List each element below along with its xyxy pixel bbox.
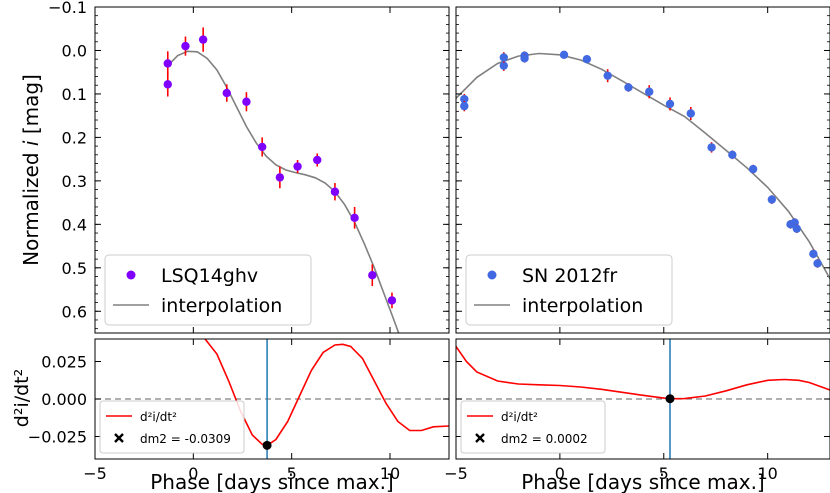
- x-axis-label-left: Phase [days since max.]: [150, 470, 394, 493]
- data-point: [767, 195, 777, 204]
- plot-area: [95, 339, 449, 459]
- legend-line-label: d²i/dt²: [501, 410, 538, 424]
- data-point: [313, 155, 322, 165]
- y-axis-label-bottom: d²i/dt²: [11, 369, 33, 427]
- data-point: [163, 59, 172, 68]
- legend-line-label: interpolation: [522, 295, 643, 317]
- data-point: [748, 164, 758, 174]
- data-point: [582, 54, 592, 64]
- data-point: [624, 83, 633, 92]
- legend-points-label: SN 2012fr: [522, 265, 617, 287]
- data-point: [350, 213, 359, 223]
- y-tick-label: 0.1: [62, 85, 87, 104]
- y-tick-label: −0.1: [48, 0, 87, 17]
- data-point: [387, 296, 397, 305]
- x-tick-label: −5: [444, 464, 468, 483]
- second-derivative-curve: [204, 339, 449, 447]
- data-point: [728, 150, 737, 159]
- data-point: [520, 54, 529, 63]
- legend-x-marker: [114, 433, 124, 443]
- data-point: [198, 35, 208, 44]
- dm2-marker: [262, 440, 272, 450]
- x-tick-label: 10: [757, 464, 777, 483]
- legend-box: [104, 254, 312, 326]
- data-point: [242, 97, 251, 106]
- data-point: [707, 143, 716, 152]
- data-point: [645, 87, 654, 96]
- plot-area: [456, 50, 830, 280]
- legend-marker-label: dm2 = 0.0002: [501, 432, 588, 446]
- data-point: [257, 142, 267, 152]
- x-tick-label: 5: [287, 464, 297, 483]
- data-point: [275, 173, 285, 182]
- dm2-marker: [665, 394, 675, 404]
- data-point: [686, 109, 695, 118]
- data-point: [499, 61, 508, 70]
- data-point: [460, 94, 469, 104]
- interpolation-curve: [456, 52, 830, 280]
- legend-x-marker: [475, 433, 485, 443]
- axes-frame: [455, 6, 830, 334]
- x-tick-label: 0: [555, 464, 565, 483]
- x-axis-label-right: Phase [days since max.]: [521, 470, 765, 493]
- second-derivative-curve: [456, 346, 830, 400]
- legend-points-label: LSQ14ghv: [161, 265, 258, 287]
- data-point: [330, 187, 340, 196]
- y-axis-label-top: Normalized i [mag]: [19, 74, 43, 266]
- x-tick-label: 10: [380, 464, 400, 483]
- plot-area: [456, 339, 830, 459]
- data-point: [813, 259, 822, 268]
- y-tick-label: 0.5: [62, 259, 87, 278]
- legend-box: [460, 400, 606, 454]
- panel-sn2012fr-derivative: −5 0 5 10 d²i/dt² dm2 = 0.0002: [444, 338, 830, 483]
- y-tick-label: −0.025: [28, 428, 87, 447]
- data-point: [181, 41, 190, 51]
- panel-sn2012fr-lightcurve: SN 2012fr interpolation: [455, 6, 830, 334]
- legend-box: [99, 400, 245, 454]
- x-tick-label: −5: [83, 464, 107, 483]
- y-tick-label: 0.000: [41, 390, 87, 409]
- x-tick-label: 0: [188, 464, 198, 483]
- legend-line-label: d²i/dt²: [140, 410, 177, 424]
- y-tick-label: 0.2: [62, 128, 87, 147]
- data-point: [792, 224, 801, 233]
- data-point: [293, 162, 302, 171]
- legend-point-marker: [126, 270, 136, 280]
- y-tick-label: 0.6: [62, 302, 87, 321]
- y-tick-label: 0.3: [62, 172, 87, 191]
- data-point: [809, 249, 818, 259]
- data-point: [368, 270, 377, 280]
- y-tick-label: 0.0: [62, 41, 87, 60]
- legend-point-marker: [487, 270, 497, 280]
- data-point: [559, 50, 569, 60]
- plot-area: [163, 27, 400, 333]
- data-point: [163, 80, 172, 89]
- y-tick-label: 0.4: [62, 215, 87, 234]
- data-point: [222, 88, 231, 98]
- legend-line-label: interpolation: [161, 295, 282, 317]
- legend-box: [465, 254, 673, 326]
- legend-marker-label: dm2 = -0.0309: [140, 432, 231, 446]
- data-point: [499, 53, 508, 62]
- data-point: [460, 101, 469, 111]
- interpolation-curve: [167, 50, 400, 333]
- panel-lsq14ghv-lightcurve: −0.1 0.0 0.1 0.2 0.3 0.4 0.5 0.6 LSQ14ghv interpo…: [48, 0, 450, 334]
- data-point: [603, 71, 612, 80]
- panel-lsq14ghv-derivative: −5 0 5 10 −0.025 0.000 0.025 d²i/dt² dm2 = -0.03…: [28, 338, 450, 483]
- data-point: [665, 99, 675, 109]
- axes-frame: [94, 6, 450, 334]
- y-tick-label: 0.025: [41, 353, 87, 372]
- x-tick-label: 5: [659, 464, 669, 483]
